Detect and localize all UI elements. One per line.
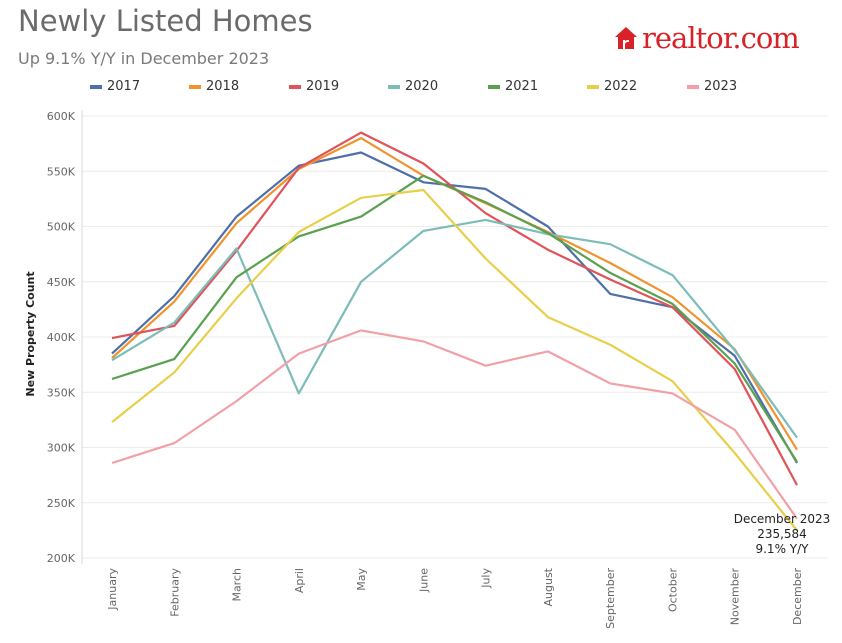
x-tick-label: February	[168, 568, 181, 617]
series-lines	[111, 131, 798, 532]
series-line-2021[interactable]	[111, 174, 798, 463]
y-tick-label: 300K	[47, 442, 76, 455]
y-tick-label: 200K	[47, 552, 76, 565]
legend-swatch	[587, 84, 599, 89]
gridlines	[81, 110, 828, 564]
legend-item-2021[interactable]: 2021	[488, 79, 538, 94]
house-icon	[615, 27, 637, 49]
legend: 2017 2018 2019 2020 2021 2022 2023	[0, 79, 842, 97]
x-tick-label: January	[106, 568, 119, 611]
legend-swatch	[289, 84, 301, 89]
chart-subtitle: Up 9.1% Y/Y in December 2023	[18, 49, 270, 68]
legend-label: 2019	[306, 79, 340, 94]
legend-label: 2023	[704, 79, 738, 94]
x-tick-label: December	[791, 568, 804, 626]
x-tick-label: November	[729, 568, 742, 626]
y-tick-label: 550K	[47, 165, 76, 178]
y-tick-label: 350K	[47, 386, 76, 399]
x-tick-label: October	[666, 568, 679, 612]
legend-item-2020[interactable]: 2020	[388, 79, 438, 94]
y-tick-label: 250K	[47, 497, 76, 510]
legend-label: 2020	[405, 79, 439, 94]
legend-swatch	[90, 84, 102, 89]
legend-swatch	[488, 84, 500, 89]
logo-text: realtor.com	[642, 21, 800, 55]
legend-swatch	[189, 84, 201, 89]
legend-label: 2022	[604, 79, 638, 94]
legend-item-2019[interactable]: 2019	[289, 79, 339, 94]
legend-swatch	[687, 84, 699, 89]
x-tick-label: March	[231, 568, 244, 602]
x-tick-label: September	[604, 568, 617, 629]
legend-label: 2018	[206, 79, 240, 94]
legend-swatch	[388, 84, 400, 89]
data-tooltip: December 2023 235,584 9.1% Y/Y	[732, 512, 832, 557]
x-tick-label: August	[542, 567, 555, 606]
legend-item-2017[interactable]: 2017	[90, 79, 140, 94]
series-line-2023[interactable]	[111, 329, 798, 520]
y-tick-label: 450K	[47, 276, 76, 289]
tooltip-title: December 2023	[733, 512, 831, 526]
legend-label: 2017	[107, 79, 141, 94]
legend-item-2022[interactable]: 2022	[587, 79, 637, 94]
x-tick-label: May	[355, 568, 368, 591]
x-tick-label: July	[480, 568, 493, 589]
legend-item-2023[interactable]: 2023	[687, 79, 737, 94]
y-tick-label: 500K	[47, 221, 76, 234]
y-axis-ticks: 200K 250K 300K 350K 400K 450K 500K 550K 600K	[47, 110, 76, 565]
y-tick-label: 600K	[47, 110, 76, 123]
x-tick-label: April	[293, 568, 306, 593]
series-line-2022[interactable]	[111, 188, 798, 532]
x-tick-label: June	[417, 568, 430, 593]
y-axis-label: New Property Count	[24, 271, 37, 396]
tooltip-value: 235,584	[757, 527, 807, 541]
tooltip-change: 9.1% Y/Y	[755, 542, 809, 556]
y-tick-label: 400K	[47, 331, 76, 344]
legend-item-2018[interactable]: 2018	[189, 79, 239, 94]
x-axis-ticks: January February March April May June July Augu…	[106, 567, 804, 628]
realtor-logo: realtor.com	[614, 21, 800, 55]
chart-title: Newly Listed Homes	[18, 4, 313, 38]
legend-label: 2021	[505, 79, 539, 94]
